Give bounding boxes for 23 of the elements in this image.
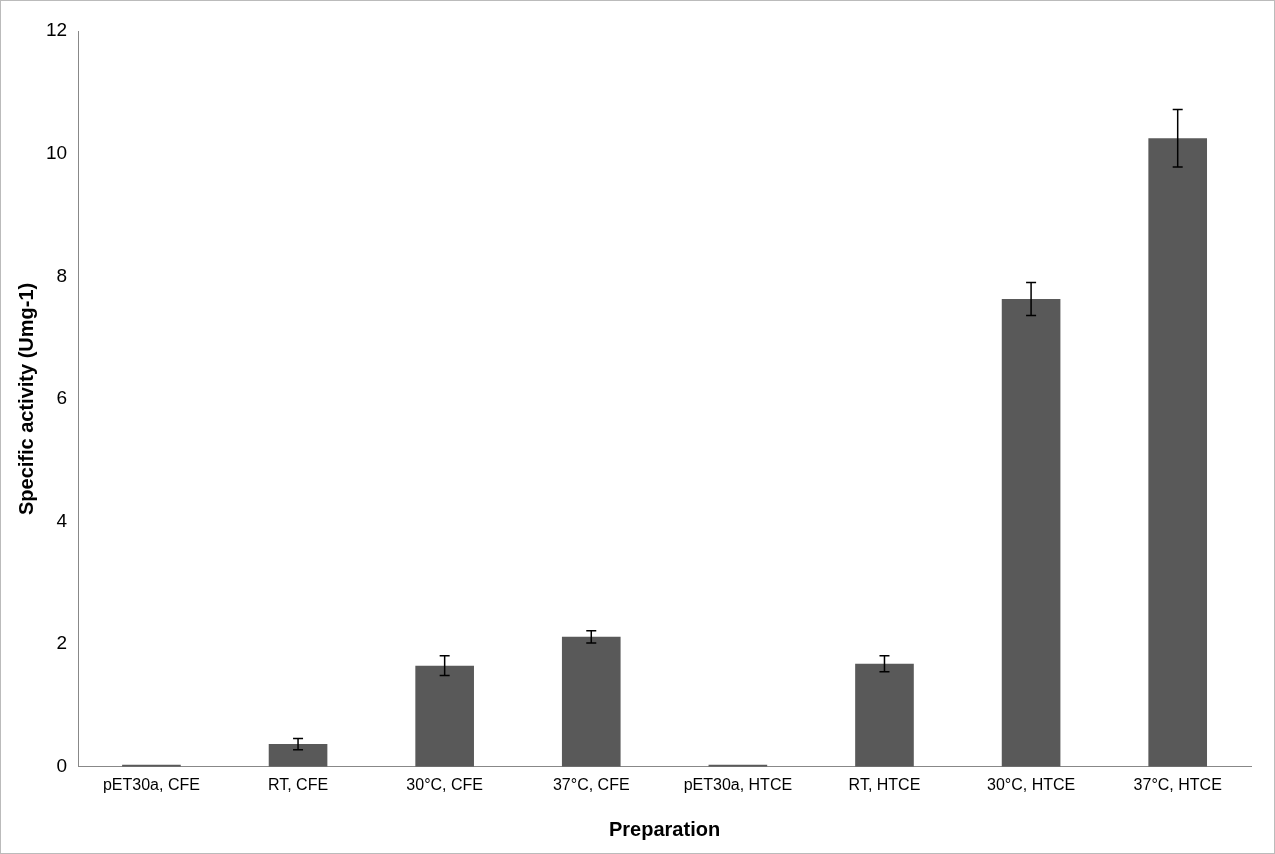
x-tick-label: RT, CFE <box>267 775 329 793</box>
bar <box>855 663 914 767</box>
x-tick-label: 37°C, CFE <box>552 775 630 793</box>
x-tick-label: 30°C, CFE <box>406 775 483 793</box>
bar <box>415 665 474 767</box>
y-tick-label: 10 <box>45 141 68 163</box>
bar <box>268 744 328 767</box>
x-axis-title: Preparation <box>608 817 721 840</box>
y-tick-label: 2 <box>56 632 68 654</box>
bar <box>1001 298 1061 767</box>
y-tick-label: 12 <box>45 19 68 41</box>
y-tick-label: 8 <box>56 264 68 286</box>
y-tick-label: 6 <box>56 387 68 409</box>
x-tick-label: 37°C, HTCE <box>1133 775 1222 793</box>
y-tick-label: 4 <box>56 509 68 531</box>
y-tick-label: 0 <box>56 755 68 777</box>
x-tick-label: pET30a, CFE <box>102 775 200 793</box>
y-axis-title: Specific activity (Umg-1) <box>14 282 37 516</box>
bar <box>561 636 621 767</box>
x-tick-label: 30°C, HTCE <box>986 775 1076 793</box>
bar <box>1148 138 1208 767</box>
x-tick-label: RT, HTCE <box>848 775 921 793</box>
x-tick-label: pET30a, HTCE <box>683 775 793 793</box>
